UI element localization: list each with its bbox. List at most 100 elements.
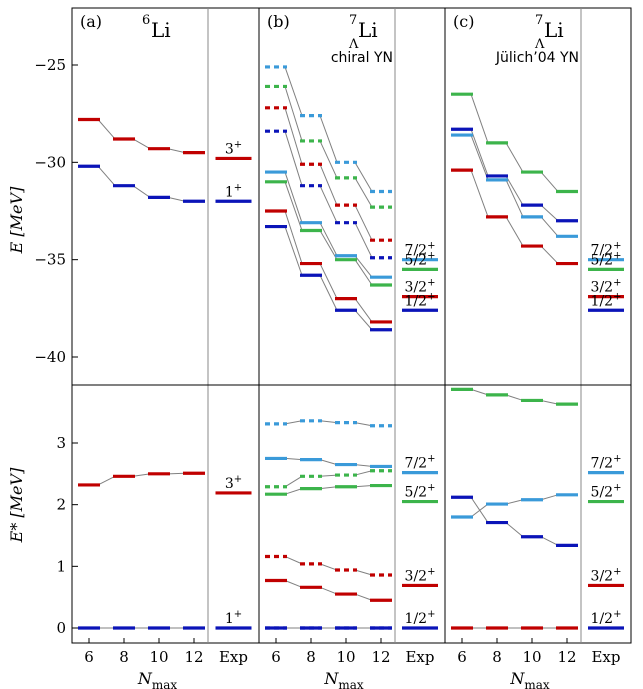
x-tick-label-exp: Exp [591, 648, 620, 666]
level-connector [505, 216, 524, 247]
nucleus-sub: Λ [348, 37, 359, 52]
y-axis-label-top: E [MeV] [7, 186, 26, 254]
panel-tag: (c) [453, 12, 474, 31]
exp-level-label: 1/2+ [591, 609, 622, 627]
x-tick-label: 6 [271, 648, 281, 666]
level-connector [319, 486, 338, 490]
level-connector [354, 569, 373, 576]
level-connector [284, 181, 303, 231]
level-connector [284, 475, 303, 488]
x-tick-label: 10 [336, 648, 355, 666]
level-connector [284, 457, 303, 461]
exp-level-label: 3/2+ [405, 566, 436, 584]
y-tick-label-bottom: 1 [56, 557, 66, 575]
level-connector [470, 169, 489, 218]
level-connector [167, 196, 186, 202]
x-tick-label: 10 [149, 648, 168, 666]
level-connector [319, 230, 338, 260]
exp-level-label: 3+ [225, 139, 242, 157]
level-connector [167, 472, 186, 475]
level-connector [540, 245, 559, 264]
nucleus-sub: Λ [534, 37, 545, 52]
level-connector [284, 210, 303, 264]
level-connector [284, 131, 303, 186]
level-connector [319, 420, 338, 424]
level-connector [284, 171, 303, 223]
x-tick-label: 10 [522, 648, 541, 666]
level-connector [470, 134, 489, 181]
y-tick-label-top: −25 [34, 56, 66, 74]
exp-level-label: 1/2+ [591, 291, 622, 309]
yn-label: Jülich’04 YN [495, 50, 579, 66]
level-connector [354, 204, 373, 241]
y-tick-label-bottom: 3 [56, 434, 66, 452]
level-connector [319, 474, 338, 477]
level-connector [319, 140, 338, 179]
nucleus-mass: 7 [535, 13, 543, 28]
level-connector [354, 222, 373, 258]
y-tick-label-bottom: 2 [56, 496, 66, 514]
level-connector [540, 536, 559, 546]
x-tick-label: 6 [84, 648, 94, 666]
x-tick-label: 8 [492, 648, 502, 666]
nucleus-symbol: Li [358, 18, 378, 42]
level-connector [167, 148, 186, 154]
level-connector [319, 586, 338, 595]
level-connector [97, 475, 116, 486]
level-connector [540, 171, 559, 192]
panel-tag: (b) [267, 12, 290, 31]
x-tick-label-exp: Exp [405, 648, 434, 666]
x-tick-label: 8 [119, 648, 129, 666]
level-connector [319, 164, 338, 206]
level-connector [132, 138, 151, 150]
exp-level-label: 1/2+ [405, 291, 436, 309]
level-connector [540, 204, 559, 222]
panel-tag: (a) [80, 12, 102, 31]
nucleus-mass: 6 [142, 13, 150, 28]
exp-level-label: 5/2+ [405, 483, 436, 501]
level-connector [470, 388, 489, 396]
level-connector [284, 66, 303, 116]
x-tick-label: 12 [184, 648, 203, 666]
level-connector [284, 420, 303, 425]
exp-level-label: 1+ [225, 609, 242, 627]
y-tick-label-bottom: 0 [56, 619, 66, 637]
level-connector [319, 563, 338, 571]
exp-level-label: 7/2+ [591, 454, 622, 472]
level-connector [505, 522, 524, 538]
level-connector [354, 593, 373, 601]
level-connector [284, 488, 303, 495]
level-connector [354, 162, 373, 192]
level-connector [97, 165, 116, 187]
level-connector [540, 399, 559, 405]
level-connector [354, 259, 373, 286]
level-connector [284, 556, 303, 565]
exp-level-label: 1/2+ [405, 609, 436, 627]
level-connector [505, 499, 524, 505]
level-connector [505, 394, 524, 401]
level-connector [97, 119, 116, 140]
x-axis-label: Nmax [137, 669, 178, 689]
level-connector [284, 86, 303, 142]
level-connector [354, 309, 373, 331]
x-tick-label: 12 [557, 648, 576, 666]
exp-level-label: 3/2+ [405, 278, 436, 296]
y-tick-label-top: −40 [34, 348, 66, 366]
y-tick-label-top: −30 [34, 153, 66, 171]
nucleus-symbol: Li [544, 18, 564, 42]
exp-level-label: 1+ [225, 182, 242, 200]
level-connector [470, 503, 489, 518]
level-connector [354, 255, 373, 278]
level-connector [505, 179, 524, 218]
x-axis-label: Nmax [323, 669, 364, 689]
level-connector [284, 226, 303, 276]
exp-level-label: 5/2+ [591, 483, 622, 501]
level-connector [505, 175, 524, 206]
level-connector [470, 94, 489, 144]
level-connector [354, 177, 373, 208]
exp-level-label: 7/2+ [591, 241, 622, 259]
panel-frame-c [444, 7, 632, 644]
level-connector [319, 185, 338, 223]
exp-level-label: 3+ [225, 474, 242, 492]
panel-frame-b [258, 7, 446, 644]
